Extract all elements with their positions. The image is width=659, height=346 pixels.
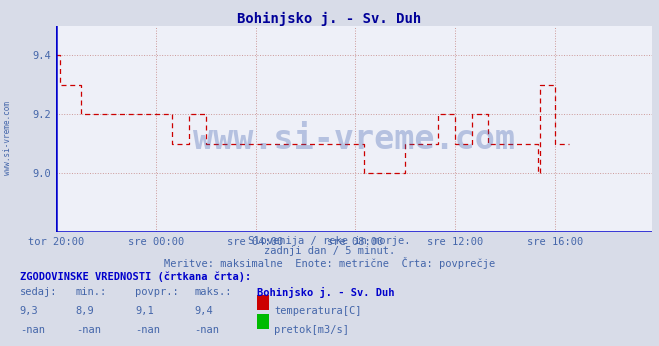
Text: zadnji dan / 5 minut.: zadnji dan / 5 minut.: [264, 246, 395, 256]
Text: pretok[m3/s]: pretok[m3/s]: [274, 325, 349, 335]
Text: Slovenija / reke in morje.: Slovenija / reke in morje.: [248, 236, 411, 246]
Text: -nan: -nan: [76, 325, 101, 335]
Text: povpr.:: povpr.:: [135, 287, 179, 297]
Text: sedaj:: sedaj:: [20, 287, 57, 297]
Text: 8,9: 8,9: [76, 306, 94, 316]
Text: Bohinjsko j. - Sv. Duh: Bohinjsko j. - Sv. Duh: [237, 12, 422, 26]
Text: ZGODOVINSKE VREDNOSTI (črtkana črta):: ZGODOVINSKE VREDNOSTI (črtkana črta):: [20, 272, 251, 282]
Text: www.si-vreme.com: www.si-vreme.com: [3, 101, 13, 175]
Text: 9,4: 9,4: [194, 306, 213, 316]
Text: -nan: -nan: [20, 325, 45, 335]
Text: temperatura[C]: temperatura[C]: [274, 306, 362, 316]
Text: -nan: -nan: [194, 325, 219, 335]
Text: -nan: -nan: [135, 325, 160, 335]
Text: 9,1: 9,1: [135, 306, 154, 316]
Text: www.si-vreme.com: www.si-vreme.com: [193, 123, 515, 156]
Text: Meritve: maksimalne  Enote: metrične  Črta: povprečje: Meritve: maksimalne Enote: metrične Črta…: [164, 257, 495, 269]
Text: Bohinjsko j. - Sv. Duh: Bohinjsko j. - Sv. Duh: [257, 287, 395, 298]
Text: min.:: min.:: [76, 287, 107, 297]
Text: maks.:: maks.:: [194, 287, 232, 297]
Text: 9,3: 9,3: [20, 306, 38, 316]
